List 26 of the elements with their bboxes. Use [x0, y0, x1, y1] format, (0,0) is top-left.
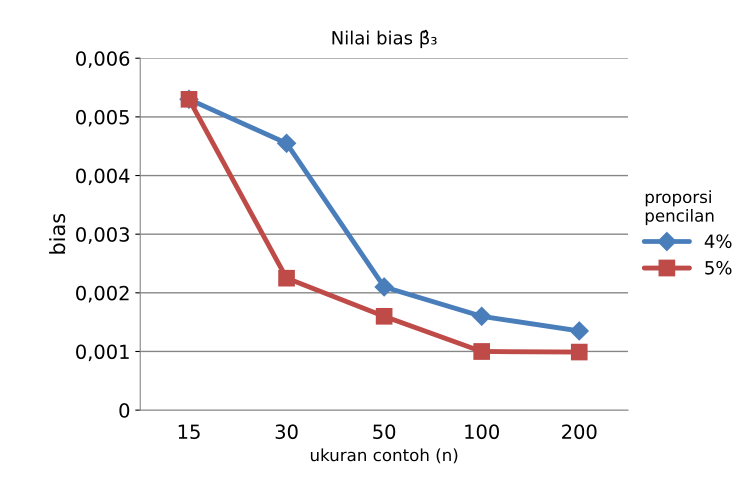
x-tick-label: 15: [178, 424, 200, 440]
x-tick-label: 200: [562, 424, 597, 440]
point: [376, 308, 392, 325]
y-tick-label: 0,005: [76, 110, 129, 127]
point: [278, 270, 295, 287]
point: [570, 344, 588, 360]
point: [374, 277, 394, 296]
point: [472, 306, 492, 326]
y-tick-label: 0: [119, 403, 130, 418]
y-axis-title: bias: [49, 214, 66, 254]
y-tick-label: 0,002: [76, 286, 129, 302]
point: [570, 321, 589, 340]
legend-label: 5%: [705, 260, 732, 275]
x-axis-title: ukuran contoh (n): [310, 448, 458, 464]
point: [277, 134, 296, 153]
x-tick-label: 50: [373, 424, 396, 440]
y-tick-label: 0,004: [76, 168, 130, 186]
y-tick-label: 0,006: [76, 51, 130, 68]
chart-title: Nilai bias β̂₃: [332, 30, 437, 48]
x-tick-label: 100: [465, 424, 499, 440]
point: [473, 343, 490, 360]
y-tick-label: 0,001: [76, 344, 129, 362]
legend-label: 4%: [704, 234, 732, 248]
legend-title: proporsi pencilan: [646, 190, 714, 226]
y-tick-label: 0,003: [76, 227, 129, 244]
x-tick-label: 30: [276, 424, 298, 440]
